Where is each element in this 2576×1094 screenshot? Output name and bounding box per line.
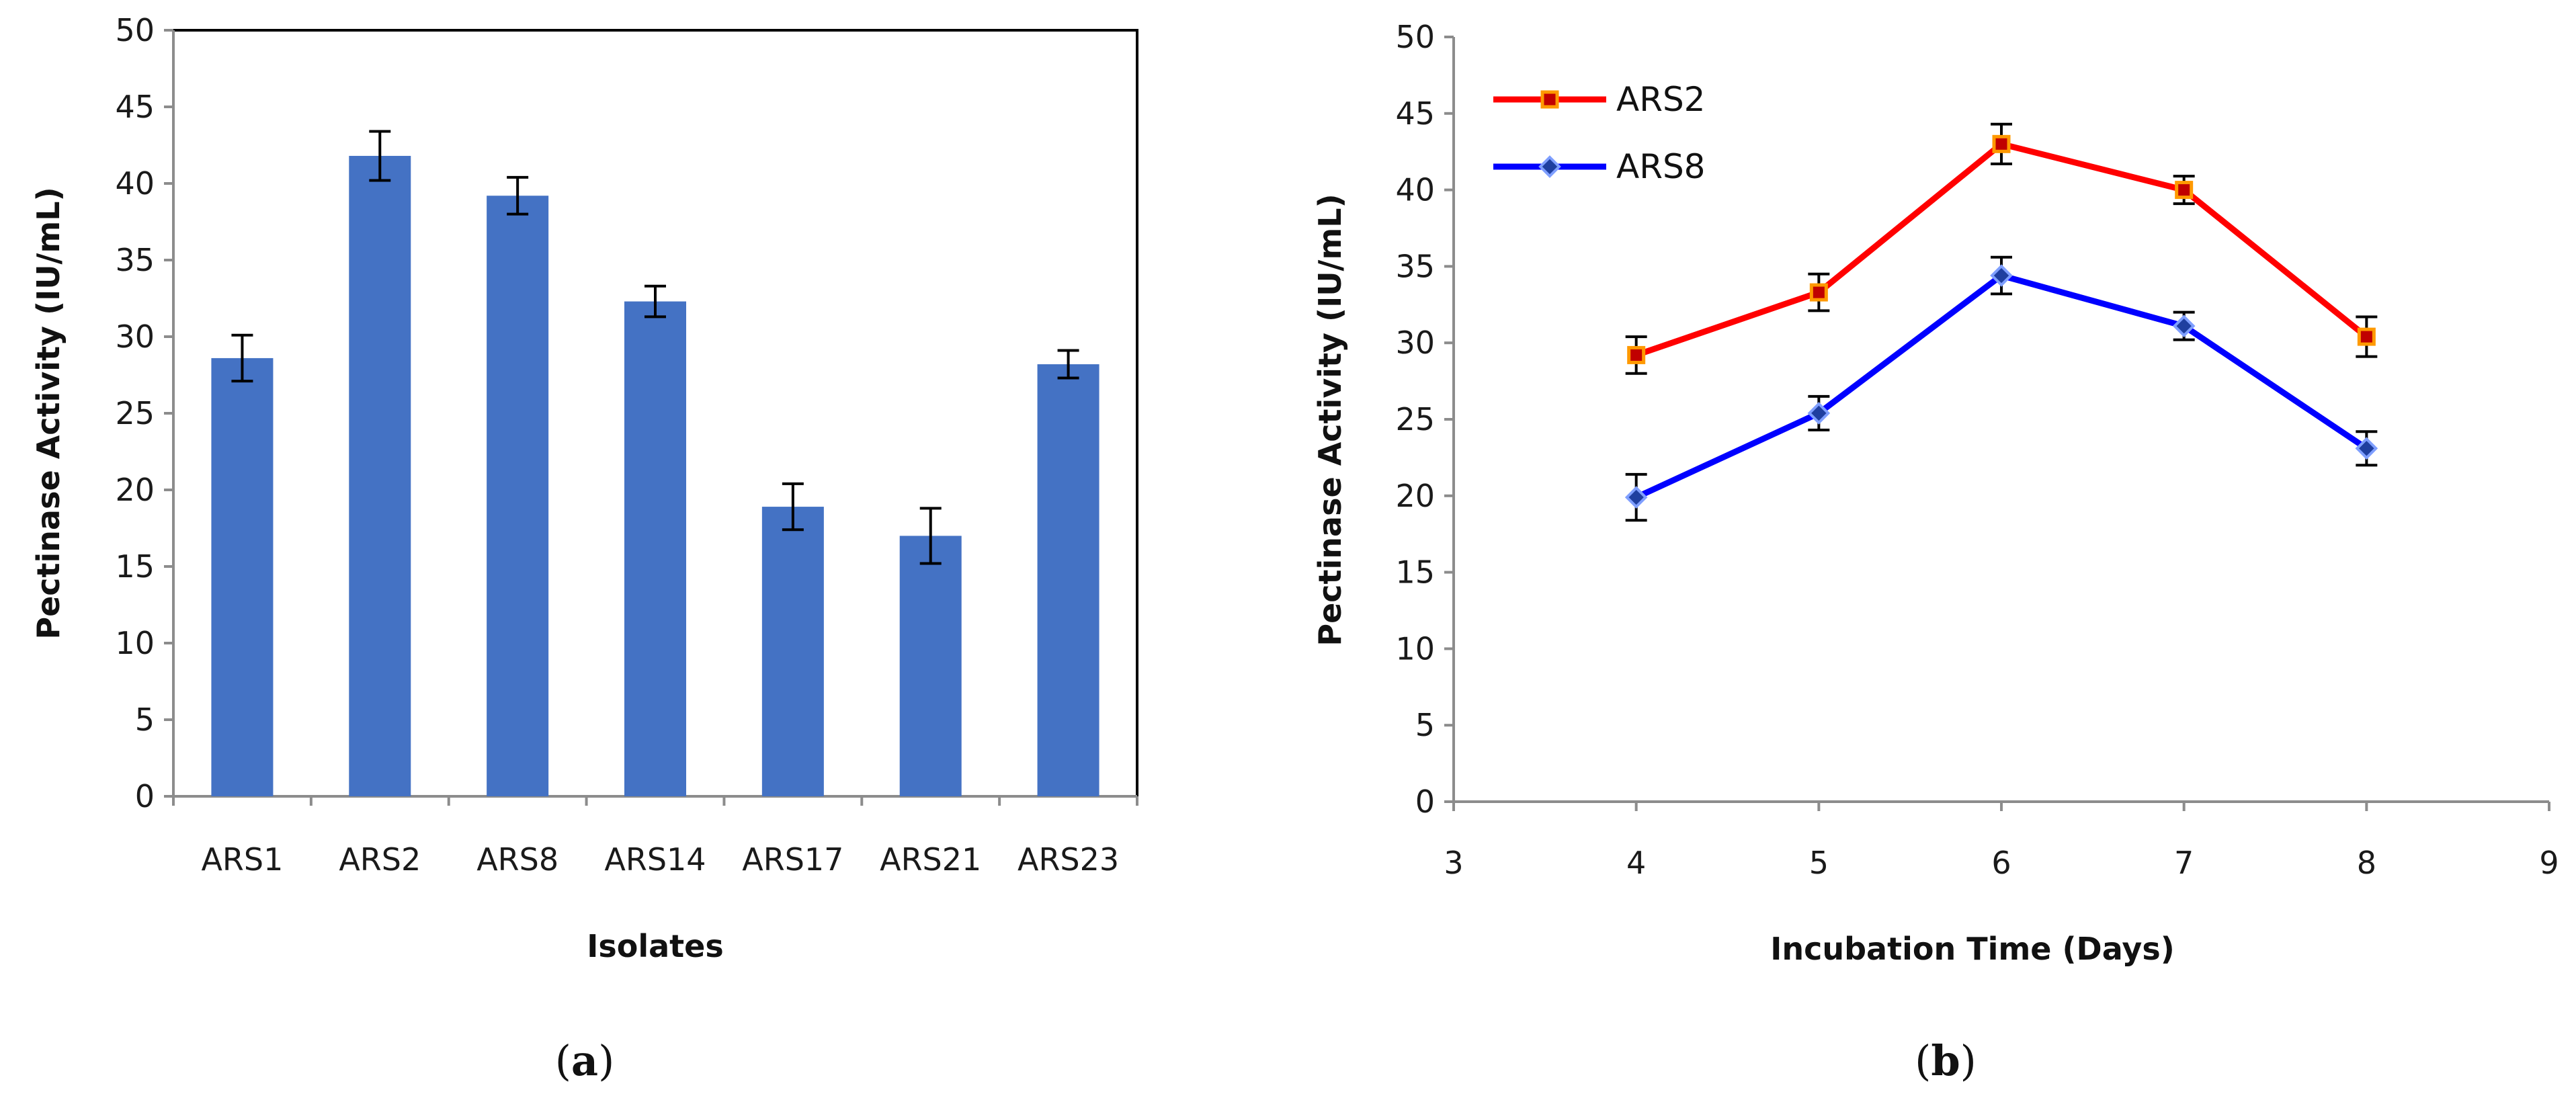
y-tick-label: 30 <box>115 319 155 355</box>
y-axis-title: Pectinase Activity (IU/mL) <box>1312 194 1348 646</box>
y-ticks <box>1444 36 1454 803</box>
legend-marker-ARS2 <box>1540 90 1559 109</box>
point-ARS2-7 <box>2175 181 2194 200</box>
y-tick-label: 15 <box>115 548 155 585</box>
series-lines <box>1634 140 2369 501</box>
x-tick-label: 9 <box>2539 845 2559 881</box>
x-tick-label: ARS23 <box>1017 841 1119 878</box>
bar-ARS1 <box>211 357 274 796</box>
point-ARS2-5 <box>1809 283 1828 302</box>
x-tick-label: 3 <box>1444 845 1463 881</box>
x-tick-label: ARS17 <box>742 841 843 878</box>
y-tick-label: 45 <box>115 89 155 125</box>
x-tick-label: 7 <box>2174 845 2194 881</box>
bar-ARS2 <box>349 155 411 796</box>
x-tick-label: 6 <box>1991 845 2011 881</box>
x-tick-label: 5 <box>1809 845 1829 881</box>
x-axis-title: Isolates <box>587 928 723 964</box>
y-tick-label: 35 <box>115 242 155 278</box>
panel-letter: b <box>1931 1036 1960 1085</box>
legend-marker-ARS8 <box>1538 155 1561 178</box>
y-tick-label: 20 <box>1395 478 1435 514</box>
y-ticks <box>164 29 173 798</box>
y-tick-label: 15 <box>1395 554 1435 591</box>
series-line-ARS2 <box>1635 140 2369 358</box>
x-tick-label: ARS8 <box>476 841 558 878</box>
y-tick-labels: 0 5 10 15 20 25 30 35 40 45 50 <box>1395 19 1435 820</box>
y-tick-labels: 0 5 10 15 20 25 30 35 40 45 50 <box>115 12 155 814</box>
error-bars <box>231 130 1079 565</box>
bar-ARS14 <box>624 301 686 796</box>
point-ARS8-8 <box>2355 437 2378 460</box>
x-axis-title: Incubation Time (Days) <box>1770 931 2174 967</box>
legend-label-ARS2: ARS2 <box>1616 80 1706 119</box>
x-ticks <box>1452 802 2550 811</box>
y-tick-label: 45 <box>1395 95 1435 132</box>
y-tick-label: 10 <box>1395 630 1435 667</box>
x-tick-label: ARS1 <box>201 841 283 878</box>
y-tick-label: 20 <box>115 472 155 508</box>
panel-label-b: (b) <box>1915 1036 1977 1085</box>
point-ARS2-6 <box>1992 134 2011 153</box>
y-tick-label: 5 <box>1415 707 1435 743</box>
y-tick-label: 50 <box>1395 19 1435 55</box>
x-tick-label: ARS14 <box>604 841 706 878</box>
x-tick-labels: ARS1 ARS2 ARS8 ARS14 ARS17 ARS21 ARS23 <box>201 841 1119 878</box>
y-axis-title: Pectinase Activity (IU/mL) <box>30 187 67 639</box>
y-tick-label: 25 <box>1395 401 1435 437</box>
point-ARS2-4 <box>1627 345 1646 364</box>
series-markers <box>1624 134 2378 509</box>
panel-label-a: (a) <box>555 1036 615 1085</box>
bar-ARS8 <box>487 196 549 796</box>
bar-ARS23 <box>1037 364 1099 796</box>
y-tick-label: 5 <box>135 702 155 738</box>
x-tick-labels: 3 4 5 6 7 8 9 <box>1444 845 2559 881</box>
y-tick-label: 10 <box>115 625 155 661</box>
series-line-ARS8 <box>1634 272 2368 501</box>
x-tick-label: ARS21 <box>880 841 981 878</box>
x-tick-label: ARS2 <box>339 841 421 878</box>
x-tick-label: 4 <box>1626 845 1646 881</box>
y-tick-label: 40 <box>1395 172 1435 208</box>
y-tick-label: 50 <box>115 12 155 48</box>
panel-letter: a <box>571 1036 598 1085</box>
y-tick-label: 30 <box>1395 325 1435 361</box>
legend: ARS2 ARS8 <box>1493 80 1706 186</box>
bar-ARS17 <box>761 507 824 796</box>
y-tick-label: 0 <box>1415 784 1435 820</box>
bar-ARS21 <box>899 536 962 796</box>
point-ARS8-7 <box>2172 314 2196 337</box>
point-ARS8-4 <box>1624 486 1648 509</box>
x-ticks <box>172 796 1138 806</box>
y-tick-label: 0 <box>135 778 155 814</box>
x-tick-label: 8 <box>2357 845 2376 881</box>
y-tick-label: 25 <box>115 395 155 431</box>
point-ARS2-8 <box>2357 327 2376 346</box>
y-tick-label: 35 <box>1395 248 1435 284</box>
bars <box>211 155 1099 796</box>
point-ARS8-6 <box>1990 264 2013 287</box>
legend-label-ARS8: ARS8 <box>1616 147 1706 186</box>
point-ARS8-5 <box>1807 402 1831 425</box>
y-tick-label: 40 <box>115 165 155 202</box>
